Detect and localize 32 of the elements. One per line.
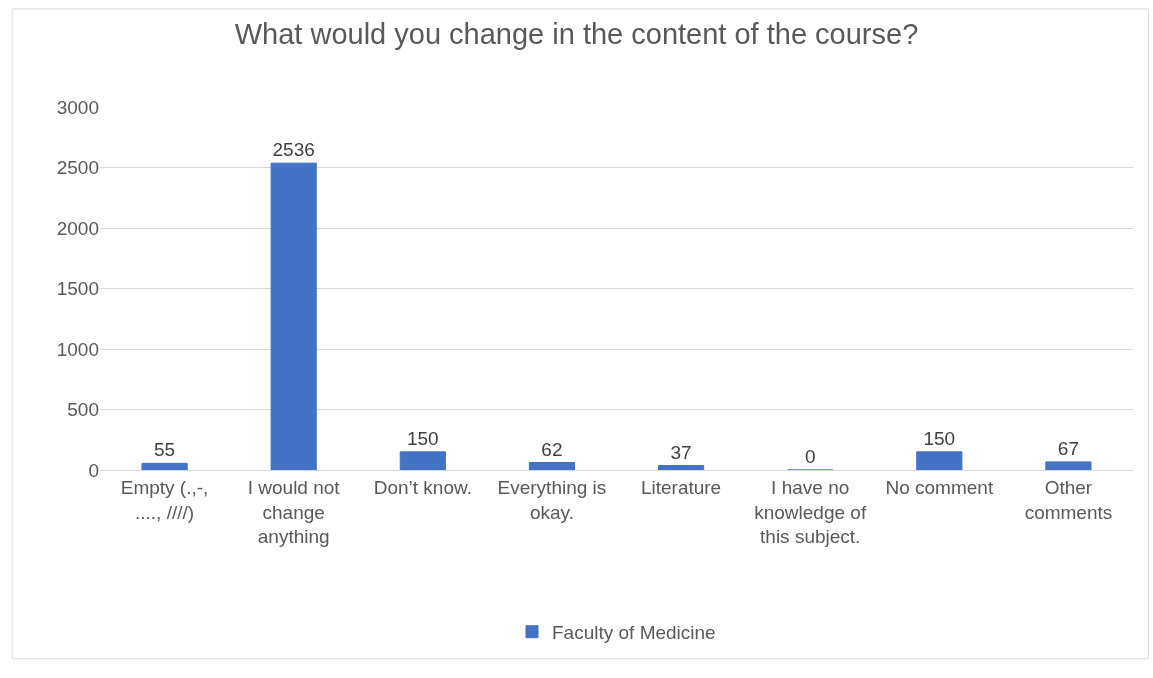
data-label: 67 (1057, 437, 1080, 459)
data-label: 150 (923, 427, 956, 449)
y-tick-label: 500 (67, 399, 99, 421)
y-tick-label: 3000 (56, 96, 99, 118)
data-label: 150 (406, 427, 439, 449)
bar (270, 162, 317, 470)
x-tick-label: Literature (640, 476, 722, 498)
x-tick-label: Don’t know. (373, 476, 472, 498)
x-tick-label: Everything is okay. (497, 476, 607, 523)
bar (657, 465, 705, 470)
bar (916, 451, 963, 470)
data-label: 55 (153, 439, 176, 461)
x-tick-label: Other comments (1024, 476, 1113, 523)
data-label: 37 (670, 441, 692, 463)
bar (399, 451, 446, 470)
data-label: 62 (541, 438, 563, 460)
legend-label: Faculty of Medicine (552, 622, 716, 644)
y-tick-label: 2500 (56, 157, 99, 179)
x-tick-label: No comment (885, 476, 994, 498)
y-tick-label: 1000 (56, 338, 99, 360)
x-tick-label: I have no knowledge of this subject. (754, 476, 867, 548)
x-tick-label: Empty (.,-, ...., ////) (120, 476, 209, 523)
bar (528, 462, 576, 470)
chart-title: What would you change in the content of the course? (234, 18, 919, 51)
data-label: 2536 (272, 139, 315, 161)
bar (141, 462, 188, 470)
y-tick-label: 1500 (56, 278, 99, 300)
x-tick-label: I would not change anything (247, 476, 341, 548)
y-tick-label: 2000 (56, 217, 99, 239)
y-tick-label: 0 (88, 459, 99, 481)
data-label: 0 (804, 446, 816, 467)
bar (1045, 461, 1092, 470)
